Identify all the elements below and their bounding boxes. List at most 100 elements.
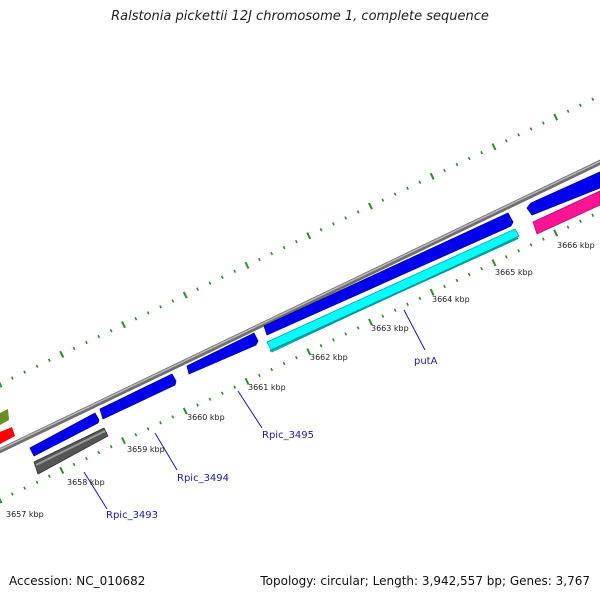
gene-arrow — [186, 332, 259, 375]
minor-tick — [591, 97, 595, 101]
gene-label-puta: putA — [414, 356, 438, 367]
major-tick — [121, 437, 126, 445]
gene-label-rpic-3495: Rpic_3495 — [262, 430, 314, 441]
major-tick — [244, 261, 250, 269]
minor-tick — [480, 150, 484, 155]
gene-arrow — [526, 171, 600, 216]
minor-tick — [47, 474, 51, 478]
inner-tick-track — [0, 213, 595, 504]
minor-tick — [109, 444, 113, 449]
major-tick — [182, 407, 188, 415]
major-tick — [553, 229, 559, 237]
minor-tick — [356, 210, 360, 214]
minor-tick — [529, 243, 533, 247]
ruler-label: 3659 kbp — [127, 445, 165, 454]
minor-tick — [294, 239, 298, 244]
minor-tick — [23, 486, 27, 490]
minor-tick — [541, 237, 545, 241]
minor-tick — [517, 133, 521, 137]
minor-tick — [72, 346, 76, 351]
minor-tick — [146, 427, 150, 431]
minor-tick — [233, 385, 237, 389]
gene-arrow — [266, 228, 520, 353]
ruler-label: 3662 kbp — [310, 353, 348, 362]
gene-arrow — [532, 190, 600, 235]
minor-tick — [393, 192, 397, 196]
minor-tick — [171, 299, 175, 303]
minor-tick — [196, 403, 199, 407]
minor-tick — [196, 287, 199, 291]
ruler-label: 3660 kbp — [187, 413, 225, 422]
minor-tick — [467, 156, 471, 161]
outer-tick-track — [0, 97, 595, 388]
minor-tick — [319, 228, 323, 232]
minor-tick — [443, 284, 446, 289]
minor-tick — [566, 225, 570, 229]
minor-tick — [294, 355, 298, 360]
partial-feature-red — [0, 427, 15, 444]
ruler-label: 3658 kbp — [67, 478, 105, 487]
minor-tick — [480, 266, 484, 271]
minor-tick — [344, 332, 348, 336]
gene-label-rpic-3494: Rpic_3494 — [177, 473, 229, 484]
minor-tick — [332, 338, 335, 342]
reverse-genes — [33, 190, 600, 475]
minor-tick — [406, 302, 409, 306]
major-tick — [368, 318, 373, 326]
minor-tick — [85, 340, 88, 345]
minor-tick — [208, 281, 212, 285]
minor-tick — [159, 305, 162, 309]
major-tick — [59, 466, 65, 474]
major-tick — [306, 232, 312, 240]
minor-tick — [35, 480, 39, 484]
minor-tick — [504, 255, 508, 259]
major-tick — [429, 288, 435, 296]
major-tick — [429, 172, 435, 180]
minor-tick — [443, 168, 446, 173]
major-tick — [121, 321, 126, 329]
minor-tick — [406, 186, 409, 190]
minor-tick — [270, 367, 274, 372]
major-tick — [59, 350, 65, 358]
minor-tick — [146, 311, 150, 315]
partial-feature-olive — [0, 409, 9, 425]
minor-tick — [381, 314, 385, 318]
minor-tick — [566, 109, 570, 113]
minor-tick — [591, 213, 595, 217]
minor-tick — [220, 391, 224, 395]
ruler-label: 3666 kbp — [557, 241, 595, 250]
ruler-label: 3661 kbp — [248, 383, 286, 392]
minor-tick — [208, 397, 212, 401]
minor-tick — [455, 162, 459, 167]
ruler-label: 3665 kbp — [495, 268, 533, 277]
ruler-labels: 3657 kbp 3658 kbp 3659 kbp 3660 kbp 3661… — [6, 241, 595, 519]
minor-tick — [72, 462, 76, 467]
ruler-label: 3657 kbp — [6, 510, 44, 519]
minor-tick — [97, 450, 101, 455]
minor-tick — [233, 269, 237, 273]
minor-tick — [418, 180, 422, 185]
major-tick — [306, 348, 312, 356]
ruler-label: 3664 kbp — [432, 295, 470, 304]
minor-tick — [10, 376, 14, 380]
minor-tick — [257, 373, 261, 378]
minor-tick — [393, 308, 397, 312]
major-tick — [0, 381, 3, 388]
minor-tick — [282, 245, 286, 250]
minor-tick — [332, 222, 335, 226]
map-title: Ralstonia pickettii 12J chromosome 1, co… — [111, 9, 489, 24]
topology-summary: Topology: circular; Length: 3,942,557 bp… — [260, 574, 590, 588]
gene-callouts: Rpic_3493 Rpic_3494 Rpic_3495 putA — [83, 309, 438, 521]
minor-tick — [134, 317, 138, 321]
minor-tick — [455, 278, 459, 283]
major-tick — [491, 259, 497, 267]
ruler-label: 3663 kbp — [371, 324, 409, 333]
minor-tick — [257, 257, 261, 262]
minor-tick — [134, 433, 138, 437]
chromosome-backbone — [0, 159, 600, 454]
gene-arrow — [99, 373, 177, 420]
major-tick — [491, 143, 497, 151]
minor-tick — [171, 415, 175, 419]
minor-tick — [282, 361, 286, 366]
